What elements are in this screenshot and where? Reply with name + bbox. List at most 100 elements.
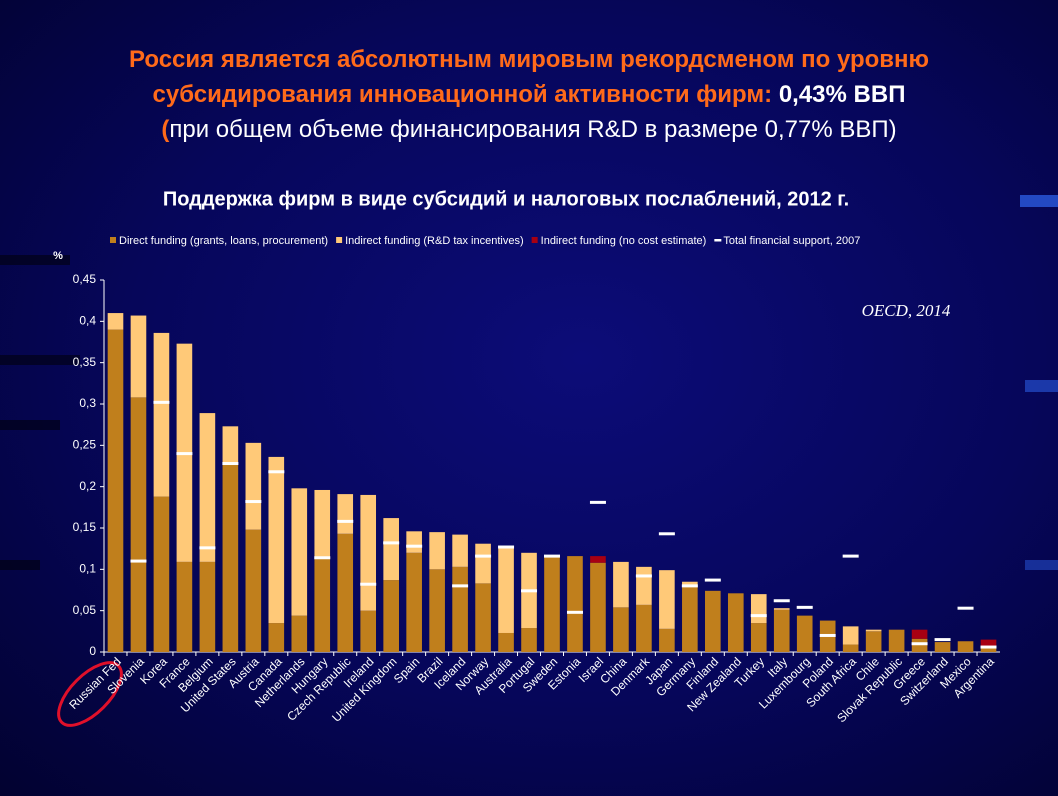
bar-segment: [957, 641, 974, 652]
bar-segment: [980, 639, 997, 647]
marker: [245, 500, 262, 504]
x-tick-label: Spain: [391, 654, 423, 686]
marker: [314, 556, 331, 560]
bar-segment: [314, 489, 331, 558]
marker: [268, 470, 285, 474]
bar-segment: [888, 629, 905, 652]
y-tick-label: 0,05: [73, 603, 97, 617]
bar-segment: [429, 532, 445, 570]
marker: [658, 532, 675, 536]
bar-segment: [475, 583, 491, 652]
bar-segment: [727, 593, 744, 652]
y-tick-label: 0,2: [79, 479, 96, 493]
marker: [406, 544, 423, 548]
bar-segment: [750, 594, 767, 624]
bar-segment: [199, 413, 216, 562]
y-tick-label: 0,25: [73, 438, 97, 452]
slide-heading: Россия является абсолютным мировым рекор…: [0, 42, 1058, 147]
bar-segment: [659, 570, 675, 629]
y-tick-label: 0,45: [73, 272, 97, 286]
heading-highlight: 0,43% ВВП: [778, 81, 906, 108]
marker: [544, 554, 560, 558]
highlight-ellipse: [57, 661, 123, 727]
bar-segment: [268, 456, 285, 624]
bar-segment: [682, 581, 698, 586]
legend-label: Indirect funding (no cost estimate): [541, 235, 707, 247]
marker: [980, 645, 997, 649]
bar-segment: [406, 552, 422, 652]
marker: [773, 599, 790, 603]
marker: [934, 638, 951, 642]
marker: [130, 559, 147, 563]
bar-segment: [337, 533, 354, 652]
bar-segment: [613, 607, 629, 652]
bar-segment: [383, 580, 399, 652]
marker: [750, 614, 767, 618]
marker: [704, 578, 721, 582]
bar-segment: [521, 628, 537, 652]
bar-segment: [130, 315, 147, 398]
bar-segment: [911, 629, 928, 639]
marker: [452, 584, 469, 588]
bar-segment: [636, 604, 652, 652]
heading-line: субсидирования инновационной активности …: [0, 77, 1058, 112]
bar-segment: [107, 313, 124, 330]
y-tick-label: 0: [89, 644, 96, 658]
bar-segment: [222, 426, 239, 465]
marker: [475, 554, 492, 558]
y-tick-label: 0,1: [79, 562, 96, 576]
bar-segment: [153, 496, 170, 652]
legend-swatch: [714, 239, 722, 242]
bar-segment: [130, 397, 147, 652]
bar-segment: [268, 623, 285, 652]
heading-line: Россия является абсолютным мировым рекор…: [128, 46, 930, 73]
marker: [222, 462, 239, 466]
y-tick-label: 0,15: [73, 520, 97, 534]
bar-segment: [544, 556, 560, 652]
marker: [957, 606, 974, 610]
bar-segment: [590, 556, 606, 563]
bar-segment: [842, 626, 859, 645]
bar-segment: [383, 518, 399, 581]
heading-part: при общем объеме финансирования R&D в ра…: [169, 116, 897, 143]
marker: [842, 554, 859, 558]
y-tick-label: 0,35: [73, 355, 97, 369]
bar-segment: [291, 488, 308, 616]
marker: [589, 500, 606, 504]
marker: [796, 605, 813, 609]
bar-segment: [452, 566, 468, 652]
marker: [566, 610, 583, 614]
bar-segment: [980, 646, 997, 652]
marker: [360, 582, 377, 586]
bar-segment: [360, 610, 377, 652]
heading-part: (: [161, 116, 170, 143]
marker: [635, 574, 652, 578]
bar-segment: [659, 628, 675, 652]
bar-segment: [475, 543, 491, 584]
annotation: OECD, 2014: [862, 301, 951, 320]
bar-segment: [245, 529, 262, 652]
bar-segment: [934, 642, 951, 652]
bar-segment: [705, 590, 721, 652]
bar-segment: [796, 615, 813, 652]
bar-segment: [245, 442, 262, 530]
marker: [521, 589, 538, 593]
bar-segment: [773, 608, 790, 610]
bar-segment: [567, 556, 583, 652]
decoration: [0, 195, 1058, 570]
marker: [911, 642, 928, 646]
bar-segment: [636, 566, 652, 605]
marker: [819, 633, 836, 637]
bar-segment: [613, 561, 629, 608]
bar-segment: [360, 494, 377, 611]
legend-label: Indirect funding (R&D tax incentives): [345, 235, 524, 247]
y-tick-label: 0,3: [79, 396, 96, 410]
marker: [176, 452, 193, 456]
marker: [199, 546, 216, 550]
bar-segment: [498, 546, 514, 633]
bar-segment: [773, 609, 790, 652]
bar-segment: [222, 464, 239, 652]
bar-segment: [291, 615, 308, 652]
